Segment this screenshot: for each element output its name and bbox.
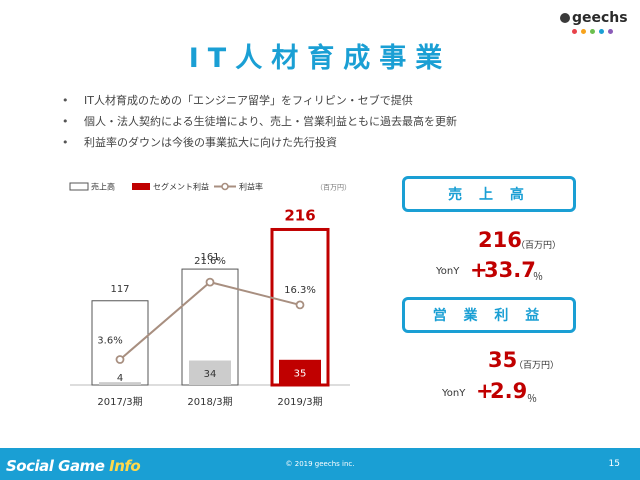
sales-yony-sign: +: [470, 258, 488, 282]
x-category-label: 2017/3期: [97, 396, 142, 408]
profit-yony-change: 2.9: [490, 379, 528, 403]
x-category-label: 2018/3期: [187, 396, 232, 408]
footer-brand-a: Social Game: [6, 457, 105, 475]
sales-bar-label: 161: [200, 252, 219, 263]
logo-dot-1: [572, 29, 577, 34]
profit-yony-pct: ％: [527, 394, 537, 405]
profit-yony-label: YonY: [442, 388, 466, 399]
bullet-list: IT人材育成のための「エンジニア留学」をフィリピン・セブで提供 個人・法人契約に…: [62, 90, 457, 153]
profit-bar: [279, 359, 321, 385]
logo-text: geechs: [572, 10, 628, 26]
sales-yony-pct: ％: [533, 272, 543, 283]
profit-bar-label: 35: [294, 368, 307, 379]
footer-brand-b: Info: [109, 457, 141, 475]
logo-dot-5: [608, 29, 613, 34]
profit-bar: [189, 360, 231, 385]
sales-yony-label: YonY: [436, 266, 460, 277]
sales-bar-label: 216: [284, 206, 315, 224]
sales-value: 216: [478, 228, 522, 252]
sales-yony-change: 33.7: [484, 258, 536, 282]
bullet-item: IT人材育成のための「エンジニア留学」をフィリピン・セブで提供: [62, 90, 457, 111]
profit-rate-label: 16.3%: [284, 285, 316, 296]
logo-mark-icon: [560, 13, 570, 23]
profit-rate-point: [115, 355, 125, 364]
profit-bar-label: 4: [117, 373, 123, 384]
profit-rate-label: 3.6%: [97, 336, 122, 347]
footer-copyright: © 2019 geechs inc.: [285, 460, 355, 468]
logo-dot-4: [599, 29, 604, 34]
legend-label-profit: セグメント利益: [153, 182, 209, 192]
bullet-item: 利益率のダウンは今後の事業拡大に向けた先行投資: [62, 132, 457, 153]
footer-bar: Social Game Info © 2019 geechs inc. 15: [0, 448, 640, 480]
profit-rate-label: 21.6%: [194, 256, 226, 267]
logo-dot-3: [590, 29, 595, 34]
legend-swatch-profit: [132, 183, 150, 190]
sales-kpi-label: 売 上 高: [402, 176, 576, 212]
logo-dot-2: [581, 29, 586, 34]
company-logo: geechs: [560, 10, 628, 34]
chart-unit-label: （百万円）: [316, 184, 351, 192]
sales-bar-label: 117: [110, 284, 129, 295]
page-number: 15: [608, 459, 620, 469]
profit-value: 35: [488, 348, 518, 372]
legend-swatch-rate-marker: [221, 182, 229, 191]
profit-rate-point: [205, 277, 215, 287]
profit-bar-label: 34: [204, 369, 217, 380]
legend-label-rate: 利益率: [239, 182, 263, 192]
profit-unit: （百万円）: [514, 361, 560, 371]
profit-yony-sign: +: [476, 379, 494, 403]
bullet-item: 個人・法人契約による生徒増により、売上・営業利益ともに過去最高を更新: [62, 111, 457, 132]
page-title: IT人材育成事業: [188, 43, 452, 74]
logo-wordmark: geechs: [560, 10, 628, 26]
legend-swatch-sales: [69, 182, 89, 191]
revenue-profit-chart: 売上高 セグメント利益 利益率 （百万円） 117 161 216 4 34 35 3.6% 21.6…: [69, 182, 351, 408]
sales-unit: （百万円）: [516, 241, 562, 251]
profit-kpi-label: 営 業 利 益: [402, 297, 576, 333]
x-category-label: 2019/3期: [277, 396, 322, 408]
legend-label-sales: 売上高: [91, 182, 115, 192]
footer-brand: Social Game Info: [6, 457, 141, 475]
logo-dots: [560, 29, 628, 34]
profit-bar: [99, 382, 141, 385]
profit-rate-point: [295, 300, 305, 310]
